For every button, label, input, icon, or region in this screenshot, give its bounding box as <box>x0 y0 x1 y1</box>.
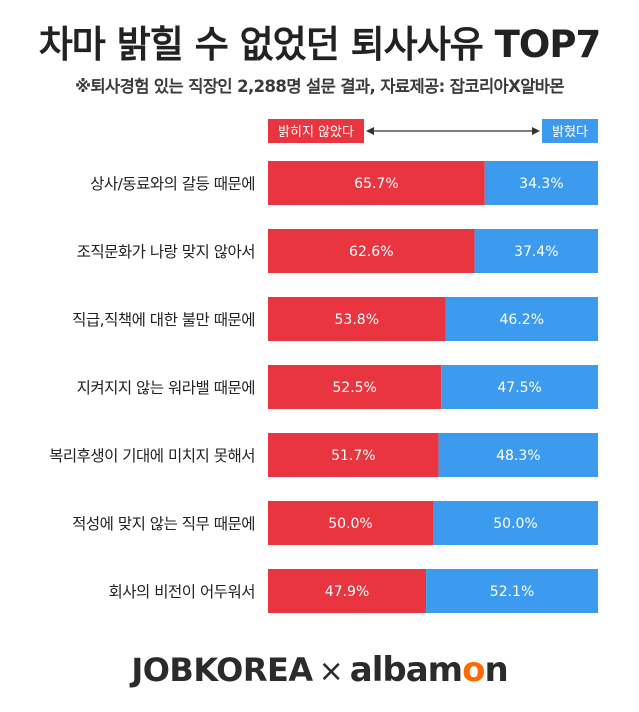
data-label-hidden: 62.6% <box>349 244 393 260</box>
chart-subtitle: ※퇴사경험 있는 직장인 2,288명 설문 결과, 자료제공: 잡코리아X알바… <box>75 77 565 96</box>
bar-hidden <box>268 297 446 341</box>
albamon-logo-part-n: n <box>484 650 508 690</box>
brand-logos: JOBKOREA × albamon <box>0 650 639 690</box>
bar-hidden <box>268 433 439 477</box>
albamon-logo-part-a: albam <box>349 650 463 690</box>
data-label-revealed: 52.1% <box>490 584 534 600</box>
legend-arrow-right-head <box>532 127 540 135</box>
albamon-logo: albamon <box>349 650 509 690</box>
legend-label-hidden: 밝히지 않았다 <box>278 125 354 140</box>
data-label-revealed: 34.3% <box>519 176 563 192</box>
bar-hidden <box>268 161 485 205</box>
stacked-bar-chart: 밝히지 않았다 밝혔다 상사/동료와의 갈등 때문에 65.7% 34.3% 조직문화가… <box>49 119 598 613</box>
bar-hidden <box>268 365 442 409</box>
data-label-hidden: 65.7% <box>354 176 398 192</box>
bar-revealed <box>433 501 598 545</box>
category-label: 적성에 맞지 않는 직무 때문에 <box>72 515 255 533</box>
bar-hidden <box>268 229 475 273</box>
category-label: 지켜지지 않는 워라밸 때문에 <box>77 379 255 397</box>
category-label: 복리후생이 기대에 미치지 못해서 <box>49 447 255 465</box>
bar-revealed <box>441 365 598 409</box>
data-label-hidden: 53.8% <box>335 312 379 328</box>
data-label-revealed: 50.0% <box>493 516 537 532</box>
bar-revealed <box>484 161 598 205</box>
bar-revealed <box>445 297 598 341</box>
logo-separator: × <box>318 654 344 689</box>
data-label-hidden: 52.5% <box>332 380 376 396</box>
bar-revealed <box>474 229 598 273</box>
jobkorea-logo: JOBKOREA <box>131 651 313 689</box>
category-label: 직급,직책에 대한 불만 때문에 <box>72 311 255 329</box>
data-label-revealed: 37.4% <box>514 244 558 260</box>
bar-hidden <box>268 569 427 613</box>
category-label: 회사의 비전이 어두워서 <box>109 583 255 601</box>
legend-arrow-left-head <box>366 127 374 135</box>
legend-swatch-revealed <box>542 119 598 143</box>
albamon-logo-part-o: o <box>462 650 485 690</box>
bar-revealed <box>426 569 598 613</box>
data-label-hidden: 51.7% <box>331 448 375 464</box>
legend-label-revealed: 밝혔다 <box>552 125 588 140</box>
data-label-revealed: 48.3% <box>496 448 540 464</box>
legend-swatch-hidden <box>268 119 364 143</box>
bar-revealed <box>438 433 598 477</box>
category-label: 상사/동료와의 갈등 때문에 <box>90 175 255 193</box>
data-label-hidden: 47.9% <box>325 584 369 600</box>
category-label: 조직문화가 나랑 맞지 않아서 <box>77 243 255 261</box>
bar-hidden <box>268 501 433 545</box>
data-label-revealed: 47.5% <box>497 380 541 396</box>
data-label-revealed: 46.2% <box>500 312 544 328</box>
chart-title: 차마 밝힐 수 없었던 퇴사사유 TOP7 <box>38 23 601 66</box>
data-label-hidden: 50.0% <box>328 516 372 532</box>
